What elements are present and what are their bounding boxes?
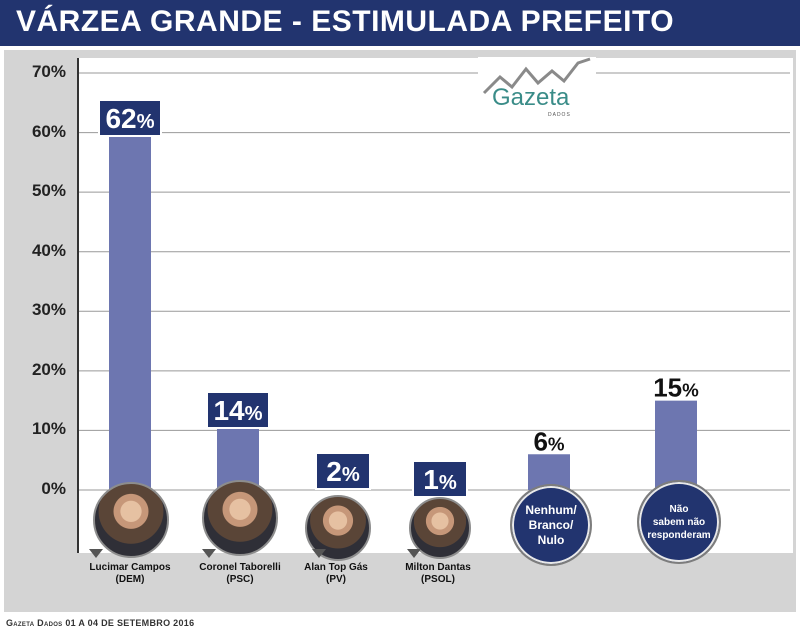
candidate-label-milton-dantas: Milton Dantas (PSOL)	[378, 562, 498, 586]
candidate-party: (PSOL)	[421, 574, 455, 585]
candidate-label-lucimar-campos: Lucimar Campos (DEM)	[70, 562, 190, 586]
candidate-photo-lucimar-campos	[93, 482, 169, 558]
value-label: 14%	[206, 391, 270, 429]
svg-text:14%: 14%	[213, 395, 262, 426]
value-label: 15%	[653, 373, 699, 403]
title-bar: VÁRZEA GRANDE - ESTIMULADA PREFEITO	[0, 0, 800, 46]
pointer-icon	[89, 549, 103, 558]
candidate-label-alan-top-gas: Alan Top Gás (PV)	[276, 562, 396, 586]
bar	[655, 400, 697, 490]
pointer-icon	[407, 549, 421, 558]
gazeta-logo: Gazeta DADOS	[478, 57, 596, 119]
option-nao-sabem: Não sabem não responderam	[637, 480, 721, 564]
value-label: 6%	[533, 426, 564, 456]
option-line: Não	[669, 503, 689, 515]
option-line: sabem não	[652, 516, 706, 528]
y-tick-label: 0%	[41, 479, 66, 498]
candidate-label-coronel-taborelli: Coronel Taborelli (PSC)	[180, 562, 300, 586]
option-line: Nulo	[537, 532, 565, 547]
candidate-party: (PV)	[326, 574, 346, 585]
value-label: 2%	[315, 452, 371, 490]
candidate-photo-coronel-taborelli	[202, 480, 278, 556]
candidate-name: Lucimar Campos	[89, 562, 171, 573]
svg-text:2%: 2%	[326, 456, 360, 487]
logo-word: Gazeta	[492, 84, 570, 111]
candidate-name: Milton Dantas	[405, 562, 471, 573]
pointer-icon	[202, 549, 216, 558]
svg-text:1%: 1%	[423, 464, 457, 495]
footer: Gazeta Dados 01 A 04 DE SETEMBRO 2016	[6, 618, 194, 628]
candidate-party: (PSC)	[226, 574, 254, 585]
y-tick-label: 50%	[31, 181, 66, 201]
svg-text:62%: 62%	[105, 103, 154, 134]
candidate-photo-milton-dantas	[409, 497, 471, 559]
candidate-name: Alan Top Gás	[304, 562, 368, 573]
y-tick-label: 70%	[31, 62, 66, 81]
candidate-name: Coronel Taborelli	[199, 562, 281, 573]
bar	[109, 120, 151, 491]
footer-dates: 01 A 04 DE SETEMBRO 2016	[65, 618, 195, 628]
pointer-icon	[312, 549, 326, 558]
y-tick-label: 60%	[31, 121, 66, 141]
y-tick-label: 30%	[31, 300, 66, 320]
option-line: responderam	[647, 529, 711, 541]
logo-trend-icon	[482, 57, 591, 95]
candidate-party: (DEM)	[115, 574, 145, 585]
footer-source: Gazeta Dados	[6, 618, 63, 628]
svg-text:6%: 6%	[533, 426, 564, 456]
y-tick-label: 20%	[31, 359, 66, 379]
y-tick-label: 10%	[31, 419, 66, 439]
value-label: 1%	[412, 460, 468, 498]
chart-title: VÁRZEA GRANDE - ESTIMULADA PREFEITO	[16, 5, 675, 38]
option-line: Nenhum/	[525, 502, 577, 517]
y-tick-label: 40%	[31, 240, 66, 260]
logo-sub: DADOS	[548, 112, 571, 118]
option-nenhum-branco-nulo: Nenhum/ Branco/ Nulo	[510, 484, 592, 566]
value-label: 62%	[98, 99, 162, 137]
svg-text:15%: 15%	[653, 373, 699, 403]
option-line: Branco/	[528, 517, 574, 532]
